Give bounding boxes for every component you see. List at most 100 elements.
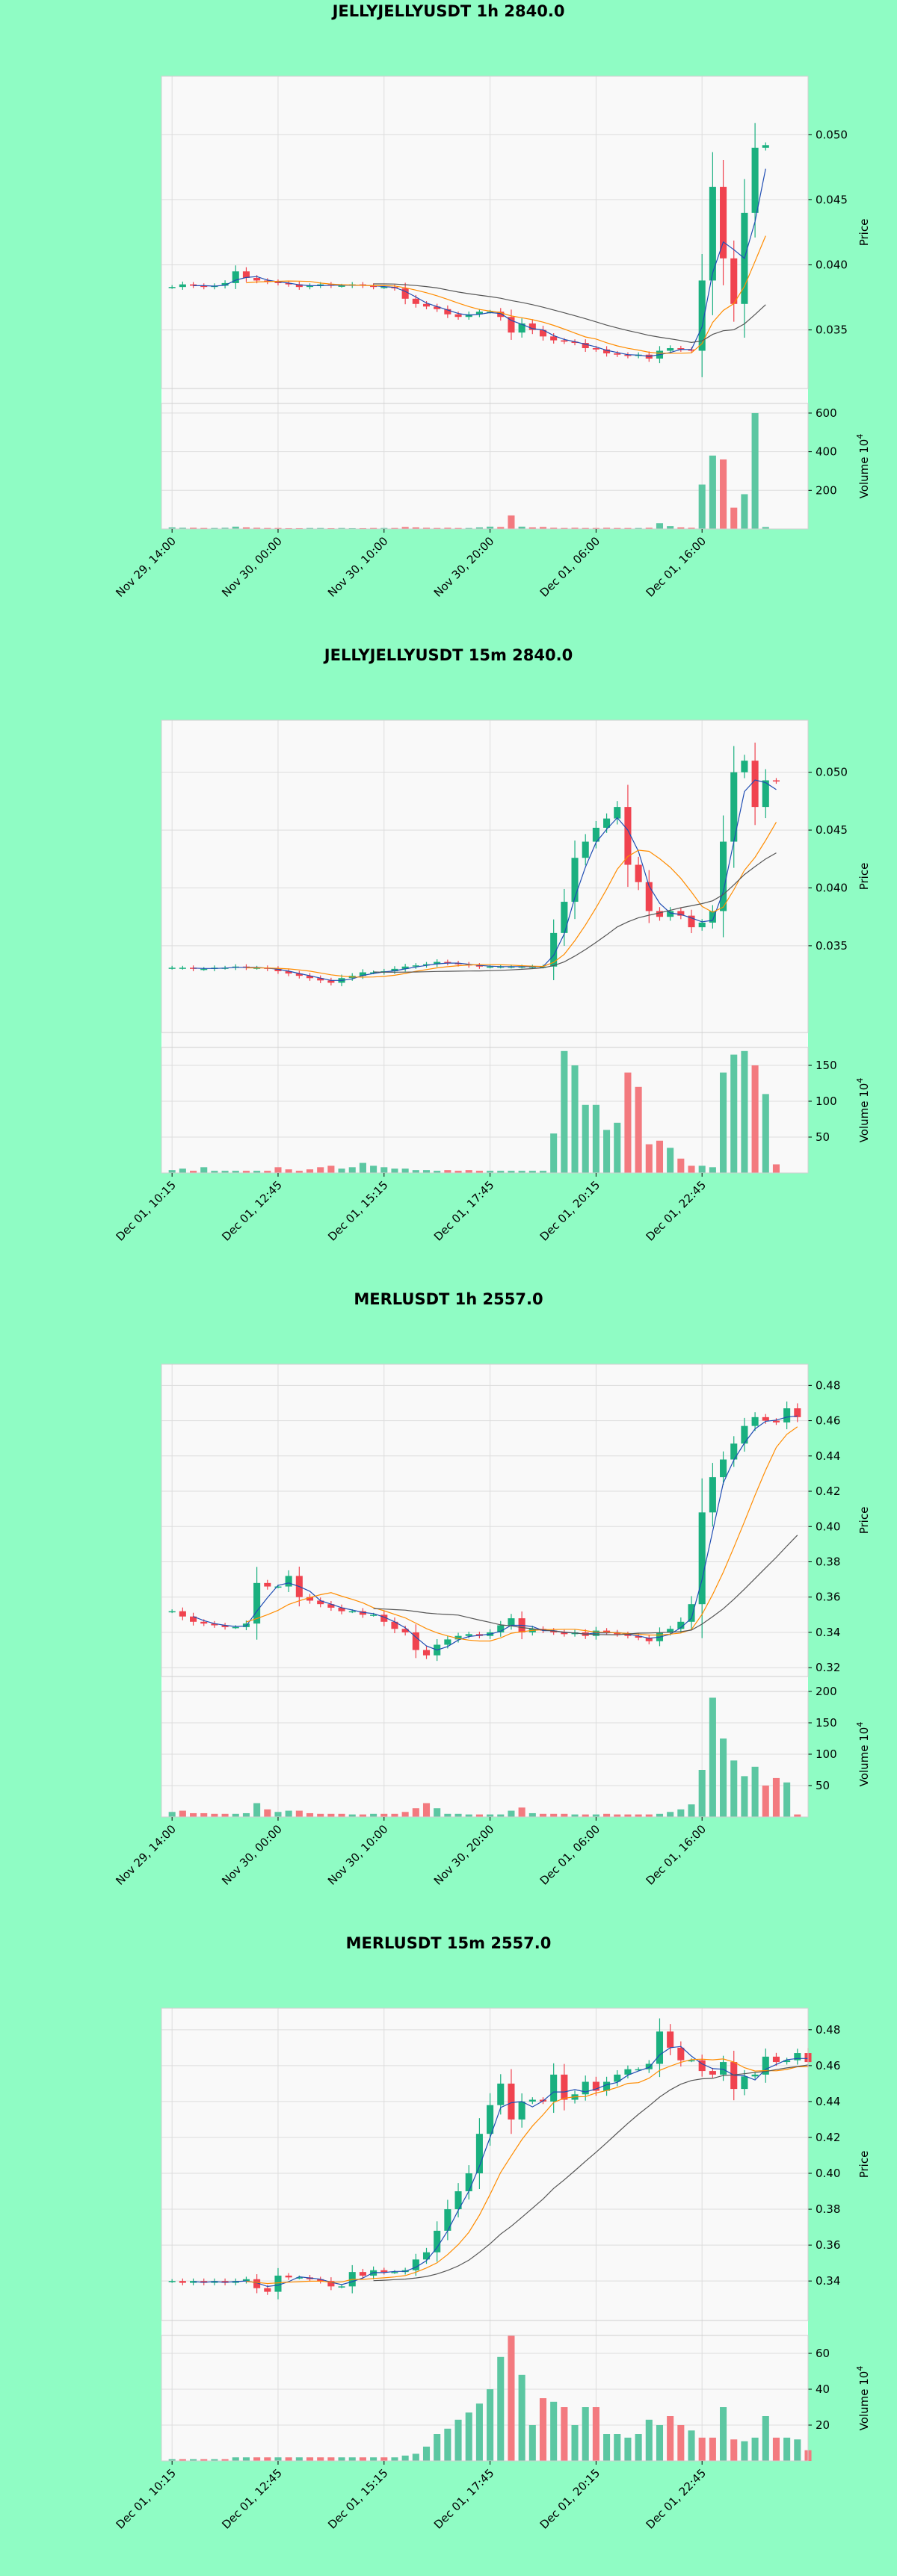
volume-bar	[348, 1814, 356, 1817]
candle-body	[487, 966, 494, 968]
volume-tick-label: 200	[816, 483, 837, 497]
price-tick-label: 0.035	[816, 939, 848, 953]
volume-bar	[444, 2428, 451, 2461]
volume-bar	[656, 1813, 664, 1817]
candle-body	[179, 967, 186, 969]
candle-body	[327, 2281, 335, 2287]
volume-axis-label-text: Volume 10	[857, 1727, 871, 1787]
volume-bar	[741, 494, 748, 529]
candle-body	[295, 973, 303, 976]
volume-bar	[359, 527, 366, 529]
candle-body	[391, 1621, 398, 1629]
candle-body	[635, 2069, 642, 2071]
candle-body	[475, 2134, 483, 2174]
candle-body	[582, 343, 589, 349]
volume-bar	[751, 2437, 759, 2461]
candle-body	[190, 1616, 197, 1622]
x-tick-label: Dec 01, 20:15	[537, 2466, 602, 2531]
price-tick-label: 0.36	[816, 2238, 840, 2252]
volume-bar	[592, 1814, 599, 1817]
volume-bar	[306, 1812, 314, 1817]
candle-body	[603, 818, 611, 828]
volume-bar	[783, 2437, 791, 2461]
volume-bar	[179, 527, 186, 529]
volume-bar	[528, 1812, 536, 1817]
volume-bar	[571, 2425, 579, 2461]
candle-body	[603, 2081, 611, 2091]
candle-body	[539, 966, 547, 968]
candle-body	[338, 1607, 345, 1611]
volume-bar	[582, 1814, 589, 1817]
volume-bar	[200, 1167, 208, 1173]
volume-bar	[370, 1165, 377, 1173]
volume-axis-label: Volume 104	[855, 2366, 871, 2431]
volume-axis-label-exponent: 4	[855, 434, 865, 439]
volume-bar	[221, 1171, 229, 1173]
candle-body	[434, 2230, 441, 2253]
volume-bar	[720, 1072, 727, 1173]
candle-body	[285, 1576, 292, 1587]
volume-bar	[603, 1130, 611, 1173]
candle-body	[232, 1626, 239, 1629]
volume-bar	[730, 1760, 738, 1817]
volume-bar	[422, 527, 431, 529]
price-tick-label: 0.38	[816, 1555, 840, 1568]
candle-body	[168, 967, 176, 969]
volume-tick-label: 100	[816, 1095, 837, 1108]
candle-body	[487, 2105, 494, 2134]
volume-bar	[624, 1814, 632, 1817]
volume-bar	[497, 527, 505, 529]
volume-bar	[487, 2389, 494, 2461]
price-tick-label: 0.44	[816, 1449, 840, 1463]
candle-body	[751, 2074, 759, 2077]
x-tick-label: Dec 01, 15:15	[325, 2466, 390, 2531]
volume-bar	[465, 1814, 472, 1817]
candle-body	[264, 280, 271, 282]
volume-bar	[751, 1766, 759, 1817]
volume-bar	[401, 2455, 409, 2461]
volume-bar	[624, 527, 632, 529]
x-tick-label: Dec 01, 17:45	[431, 1178, 496, 1243]
volume-bar	[434, 1171, 441, 1173]
volume-bar	[475, 1171, 483, 1173]
volume-bar	[561, 2407, 568, 2461]
candle-body	[508, 1618, 515, 1626]
volume-bar	[444, 1170, 451, 1173]
volume-bar	[561, 527, 568, 529]
x-tick-label: Dec 01, 20:15	[537, 1178, 602, 1243]
volume-bar	[508, 1810, 515, 1817]
volume-bar	[518, 2374, 525, 2461]
candle-body	[401, 966, 409, 969]
volume-bar	[762, 527, 769, 529]
volume-bar	[232, 2457, 239, 2461]
volume-bar	[380, 1167, 388, 1173]
candle-body	[550, 1630, 558, 1632]
volume-bar	[295, 2457, 303, 2461]
volume-bar	[677, 1809, 685, 1817]
candle-body	[762, 145, 769, 148]
volume-bar	[635, 2434, 642, 2461]
candle-body	[295, 2277, 303, 2279]
volume-bar	[274, 2457, 282, 2461]
candle-body	[571, 858, 579, 902]
candle-body	[741, 1425, 748, 1444]
candle-body	[422, 2252, 431, 2260]
candle-body	[338, 285, 345, 287]
candle-body	[317, 284, 324, 286]
candle-body	[550, 932, 558, 967]
price-tick-label: 0.38	[816, 2202, 840, 2216]
candle-body	[370, 285, 377, 288]
volume-bar	[783, 1782, 791, 1817]
candle-body	[709, 2071, 716, 2075]
candle-body	[645, 882, 653, 911]
x-tick-label: Dec 01, 10:15	[114, 2466, 179, 2531]
candle-body	[285, 282, 292, 285]
volume-bar	[772, 1164, 780, 1173]
candle-body	[794, 1408, 801, 1417]
candle-body	[391, 2272, 398, 2273]
volume-bar	[327, 527, 335, 529]
x-tick-label: Dec 01, 06:00	[537, 1822, 602, 1887]
price-tick-label: 0.40	[816, 1520, 840, 1533]
volume-bar	[317, 2457, 324, 2461]
